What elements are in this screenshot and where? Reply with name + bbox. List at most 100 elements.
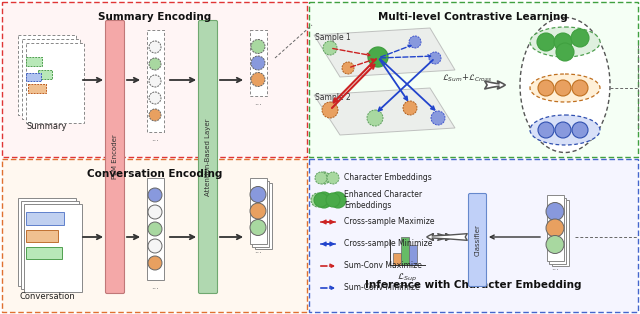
Circle shape [316,192,332,208]
Circle shape [572,122,588,138]
Circle shape [149,109,161,121]
Circle shape [368,47,388,67]
Text: Enhanced Character
Embeddings: Enhanced Character Embeddings [344,190,422,210]
Text: ...: ... [151,282,159,291]
Bar [26,43,84,123]
Text: ...: ... [151,134,159,143]
Circle shape [554,33,572,51]
Circle shape [572,80,588,96]
Circle shape [323,41,337,55]
Bar [250,178,266,244]
Bar [2,159,307,312]
Ellipse shape [530,115,600,145]
Bar [38,70,52,79]
Text: ...: ... [551,263,559,272]
Text: Sample 1: Sample 1 [315,33,351,42]
Bar [28,84,46,93]
Circle shape [330,192,346,208]
Bar [147,178,163,280]
Text: $\mathcal{L}_{Sup}$: $\mathcal{L}_{Sup}$ [397,272,417,284]
Text: Sum-Conv Maximize: Sum-Conv Maximize [344,262,422,270]
Bar [252,181,269,246]
Circle shape [251,40,265,53]
Circle shape [148,239,162,253]
FancyBboxPatch shape [106,20,125,294]
Circle shape [322,102,338,118]
Bar [401,237,409,265]
Bar [549,198,566,263]
Circle shape [311,193,325,207]
Circle shape [149,92,161,104]
Text: Summary: Summary [27,122,67,131]
Bar [26,73,41,81]
Circle shape [250,187,266,203]
Circle shape [251,56,265,70]
Text: Multi-level Contrastive Learning: Multi-level Contrastive Learning [378,12,568,22]
Circle shape [571,29,589,47]
Circle shape [555,122,571,138]
Bar [255,183,271,249]
Bar [21,201,79,289]
Text: Inference with Character Embedding: Inference with Character Embedding [365,280,581,290]
Circle shape [314,193,328,207]
FancyBboxPatch shape [468,193,486,286]
Bar [26,247,62,259]
Circle shape [403,101,417,115]
Bar [26,212,64,225]
Text: ...: ... [35,248,42,254]
Bar [24,204,82,292]
Circle shape [556,43,574,61]
Circle shape [538,122,554,138]
Bar [22,39,80,119]
Circle shape [250,219,266,236]
Ellipse shape [530,27,600,57]
Circle shape [318,172,330,184]
Text: ...: ... [254,246,262,255]
Bar [26,230,58,242]
Text: ...: ... [254,98,262,107]
Circle shape [326,193,340,207]
Circle shape [149,75,161,87]
Circle shape [429,52,441,64]
Bar [2,2,307,157]
Circle shape [149,41,161,53]
Bar [147,30,163,132]
Circle shape [342,62,354,74]
Ellipse shape [530,74,600,102]
Bar [250,30,266,96]
Text: Summary Encoding: Summary Encoding [99,12,212,22]
Bar [409,245,417,265]
Circle shape [251,73,265,86]
Polygon shape [314,28,455,77]
FancyBboxPatch shape [198,20,218,294]
Circle shape [409,36,421,48]
Circle shape [367,110,383,126]
Text: Cross-sample Maximize: Cross-sample Maximize [344,218,435,226]
Bar [18,198,76,286]
Bar [309,2,638,157]
Circle shape [315,172,327,184]
Bar [552,200,568,266]
Text: Attention-Based Layer: Attention-Based Layer [205,118,211,196]
Text: Cross-sample Minimize: Cross-sample Minimize [344,240,433,248]
Circle shape [250,203,266,219]
Text: ...: ... [35,213,42,219]
Circle shape [149,58,161,70]
Circle shape [431,111,445,125]
Text: Classifier: Classifier [474,224,481,256]
Bar [18,35,76,115]
Text: Sample 2: Sample 2 [315,93,351,102]
Circle shape [546,203,564,220]
Bar [309,159,638,312]
Text: Sum-Conv Minimize: Sum-Conv Minimize [344,284,420,293]
Bar [393,253,401,265]
Circle shape [148,188,162,202]
Ellipse shape [520,18,610,153]
Text: Conversation Encoding: Conversation Encoding [87,169,223,179]
Bar [547,195,563,261]
Text: PLM Encoder: PLM Encoder [112,135,118,179]
Circle shape [555,80,571,96]
Text: $\mathcal{L}_{Sum}$+$\mathcal{L}_{Cross}$: $\mathcal{L}_{Sum}$+$\mathcal{L}_{Cross}… [442,72,492,84]
Circle shape [327,172,339,184]
Polygon shape [314,88,455,135]
